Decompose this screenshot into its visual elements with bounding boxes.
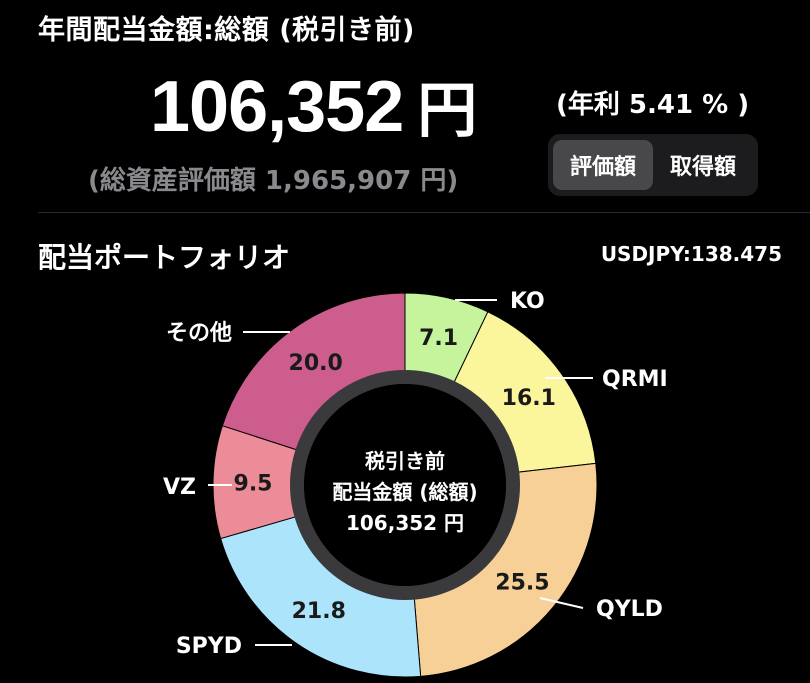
slice-name-spyd: SPYD: [176, 634, 242, 659]
slice-name-qyld: QYLD: [596, 597, 663, 622]
slice-value-qyld: 25.5: [495, 571, 549, 596]
donut-hole: [304, 384, 506, 586]
slice-name-qrmi: QRMI: [602, 367, 668, 392]
page-title: 年間配当金額:総額 (税引き前): [38, 15, 415, 46]
slice-name-vz: VZ: [163, 475, 196, 500]
annual-dividend-amount: 106,352 円: [150, 62, 477, 149]
divider: [38, 212, 810, 213]
toggle-valuation[interactable]: 評価額: [553, 140, 653, 190]
valuation-toggle: 評価額 取得額: [548, 134, 758, 196]
slice-value-spyd: 21.8: [292, 599, 346, 624]
inner-ring: [290, 370, 520, 600]
slice-name-その他: その他: [166, 321, 232, 346]
slice-value-vz: 9.5: [234, 472, 273, 497]
center-label-line2: 配当金額 (総額): [332, 480, 477, 504]
slice-value-ko: 7.1: [419, 326, 458, 351]
annual-yield: (年利 5.41 % ): [556, 90, 750, 120]
slice-name-ko: KO: [510, 289, 545, 314]
fx-rate: USDJPY:138.475: [600, 242, 782, 266]
slice-value-その他: 20.0: [289, 351, 343, 376]
leader-line-qyld: [539, 597, 584, 609]
amount-value: 106,352: [150, 67, 404, 147]
amount-unit: 円: [417, 76, 478, 146]
toggle-acquisition[interactable]: 取得額: [669, 155, 736, 180]
center-label-line3: 106,352 円: [346, 511, 464, 535]
section-title: 配当ポートフォリオ: [38, 241, 291, 274]
slice-value-qrmi: 16.1: [502, 386, 556, 411]
center-label-line1: 税引き前: [365, 449, 445, 473]
total-asset-value: (総資産評価額 1,965,907 円): [88, 166, 459, 196]
